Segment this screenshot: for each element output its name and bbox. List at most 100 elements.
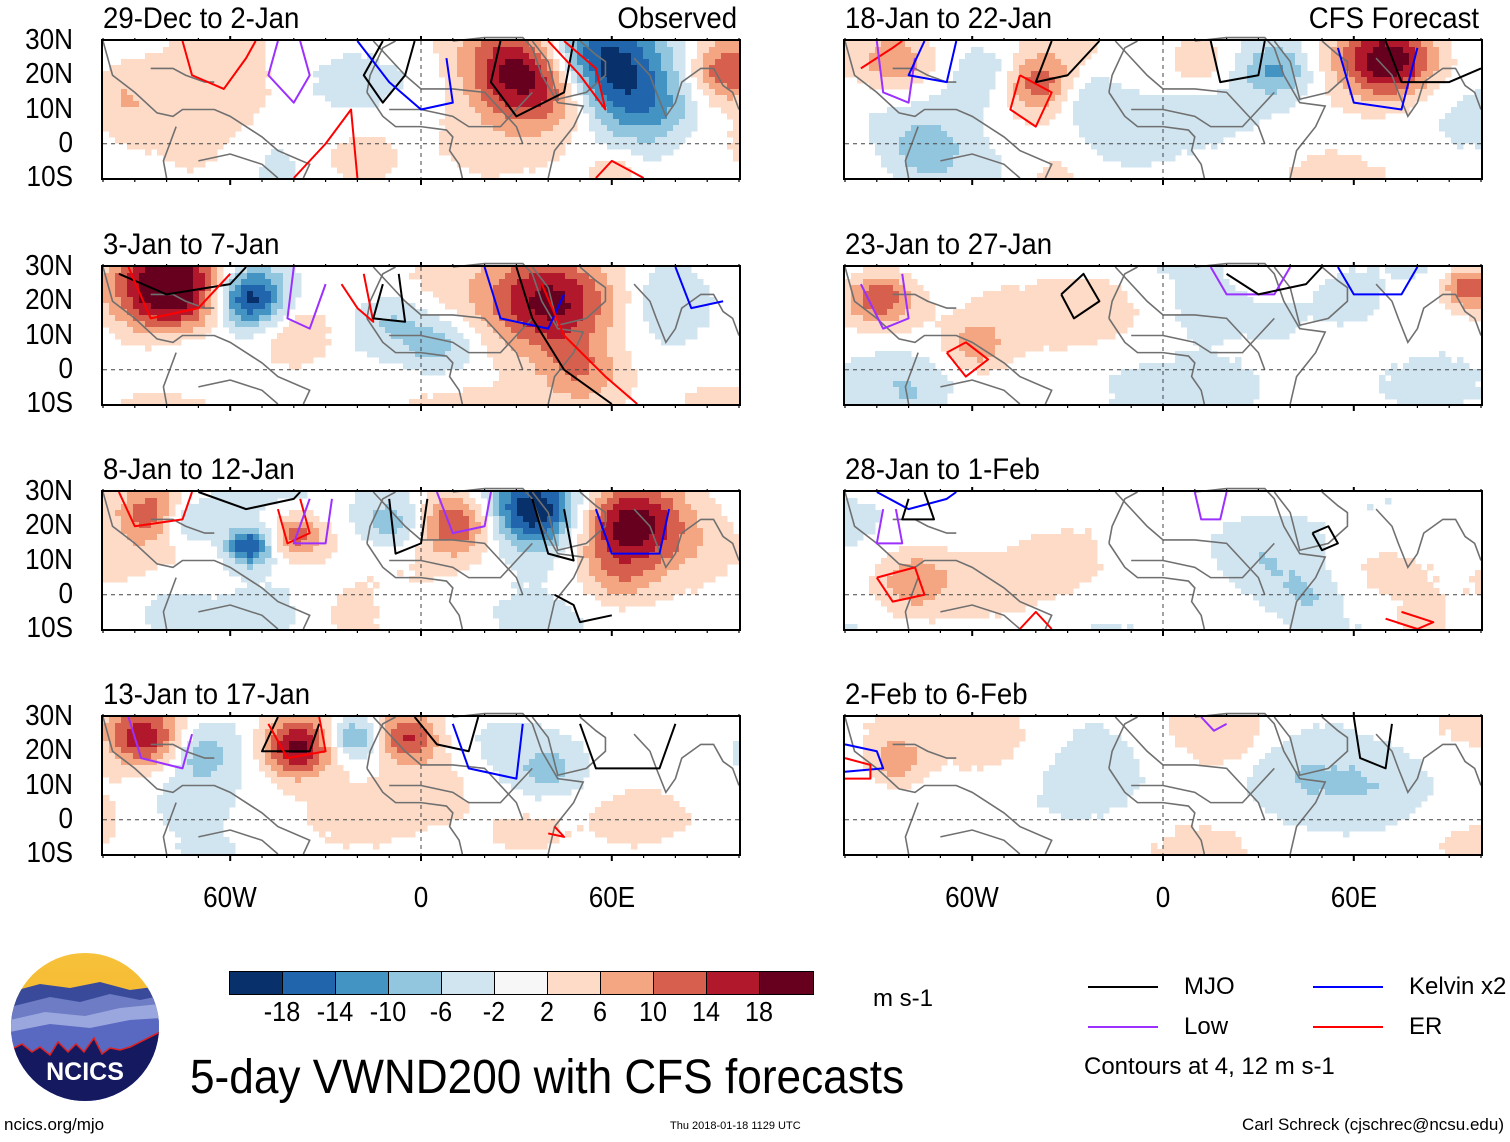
anomaly-cell (439, 297, 446, 304)
anomaly-cell (463, 522, 470, 529)
anomaly-cell (373, 137, 380, 144)
anomaly-cell (535, 83, 542, 90)
anomaly-cell (493, 131, 500, 138)
anomaly-cell (427, 315, 434, 322)
anomaly-cell (541, 612, 548, 619)
anomaly-cell (595, 107, 602, 114)
anomaly-cell (715, 516, 722, 523)
anomaly-cell (241, 546, 248, 553)
anomaly-cell (193, 843, 200, 850)
anomaly-cell (259, 546, 266, 553)
anomaly-cell (211, 291, 218, 298)
anomaly-cell (607, 77, 614, 84)
anomaly-cell (691, 315, 698, 322)
anomaly-cell (535, 510, 542, 517)
anomaly-cell (181, 161, 188, 168)
anomaly-cell (529, 131, 536, 138)
anomaly-cell (523, 552, 530, 559)
anomaly-cell (235, 291, 242, 298)
anomaly-cell (625, 510, 632, 517)
anomaly-cell (481, 161, 488, 168)
anomaly-cell (565, 273, 572, 280)
anomaly-cell (571, 77, 578, 84)
anomaly-cell (193, 759, 200, 766)
anomaly-cell (487, 351, 494, 358)
anomaly-cell (631, 558, 638, 565)
anomaly-cell (619, 381, 626, 388)
anomaly-cell (307, 534, 314, 541)
anomaly-cell (223, 612, 230, 619)
anomaly-cell (667, 83, 674, 90)
anomaly-cell (517, 528, 524, 535)
anomaly-cell (403, 345, 410, 352)
anomaly-cell (697, 47, 704, 54)
anomaly-cell (601, 291, 608, 298)
anomaly-cell (607, 107, 614, 114)
anomaly-cell (553, 71, 560, 78)
anomaly-cell (523, 273, 530, 280)
anomaly-cell (589, 393, 596, 400)
anomaly-cell (205, 777, 212, 784)
anomaly-cell (553, 600, 560, 607)
anomaly-cell (685, 321, 692, 328)
anomaly-cell (619, 297, 626, 304)
anomaly-cell (637, 59, 644, 66)
anomaly-cell (265, 498, 272, 505)
anomaly-cell (193, 735, 200, 742)
anomaly-cell (121, 741, 128, 748)
anomaly-cell (169, 273, 176, 280)
anomaly-cell (115, 95, 122, 102)
anomaly-cell (511, 351, 518, 358)
anomaly-cell (367, 594, 374, 601)
anomaly-cell (559, 285, 566, 292)
anomaly-cell (451, 53, 458, 60)
anomaly-cell (547, 83, 554, 90)
anomaly-cell (121, 77, 128, 84)
anomaly-cell (259, 41, 266, 48)
anomaly-cell (577, 267, 584, 274)
anomaly-cell (115, 291, 122, 298)
anomaly-cell (193, 155, 200, 162)
anomaly-cell (529, 309, 536, 316)
anomaly-cell (319, 89, 326, 96)
anomaly-cell (325, 534, 332, 541)
anomaly-cell (547, 53, 554, 60)
anomaly-cell (685, 309, 692, 316)
anomaly-cell (607, 315, 614, 322)
coastline (366, 91, 464, 179)
anomaly-cell (661, 131, 668, 138)
anomaly-cell (511, 357, 518, 364)
anomaly-cell (523, 83, 530, 90)
anomaly-cell (589, 381, 596, 388)
anomaly-cell (247, 297, 254, 304)
anomaly-cell (667, 327, 674, 334)
anomaly-cell (121, 492, 128, 499)
anomaly-cell (637, 576, 644, 583)
anomaly-cell (223, 624, 230, 631)
anomaly-cell (583, 71, 590, 78)
anomaly-cell (451, 47, 458, 54)
anomaly-cell (613, 546, 620, 553)
anomaly-cell (679, 273, 686, 280)
anomaly-cell (469, 285, 476, 292)
anomaly-cell (553, 624, 560, 631)
anomaly-cell (577, 540, 584, 547)
anomaly-cell (439, 339, 446, 346)
anomaly-cell (283, 594, 290, 601)
anomaly-cell (193, 149, 200, 156)
anomaly-cell (505, 273, 512, 280)
anomaly-cell (625, 125, 632, 132)
anomaly-cell (163, 327, 170, 334)
anomaly-cell (289, 492, 296, 499)
anomaly-cell (217, 735, 224, 742)
anomaly-cell (175, 333, 182, 340)
anomaly-cell (517, 540, 524, 547)
kelvin-contour (356, 40, 454, 111)
anomaly-cell (277, 528, 284, 535)
anomaly-cell (469, 291, 476, 298)
anomaly-cell (259, 321, 266, 328)
anomaly-cell (145, 95, 152, 102)
anomaly-cell (553, 618, 560, 625)
anomaly-cell (655, 588, 662, 595)
anomaly-cell (151, 399, 158, 406)
